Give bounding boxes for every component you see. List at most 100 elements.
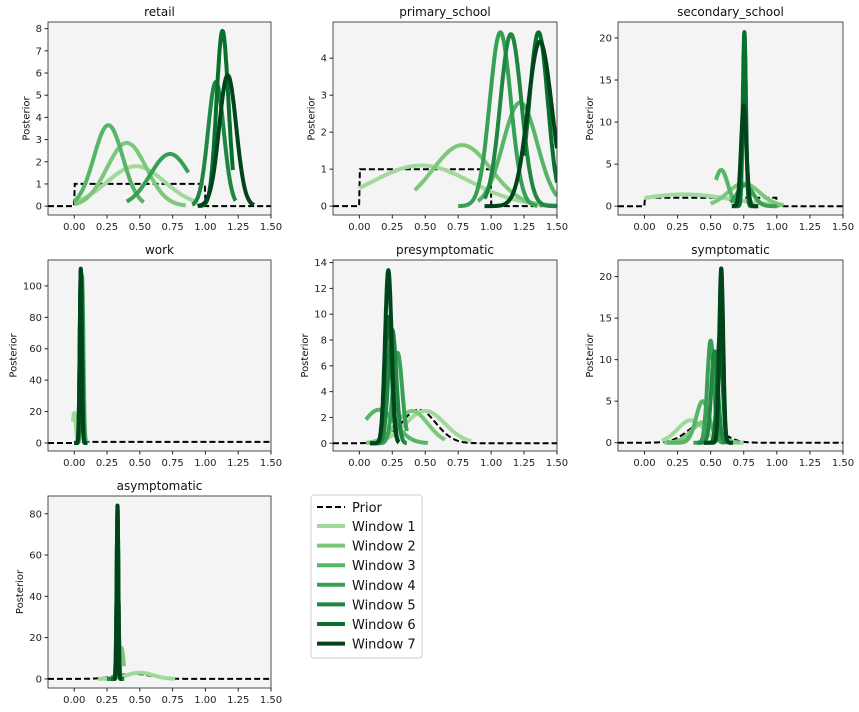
x-tick-label: 0.00 [348,458,370,469]
x-tick-label: 0.50 [129,458,151,469]
axes-frame [47,495,272,689]
y-tick-label: 7 [36,46,42,57]
y-tick-label: 80 [29,509,42,520]
x-tick-label: 0.75 [447,222,469,233]
series-window-7 [111,503,124,681]
prior-line [618,421,843,444]
y-tick-label: 5 [606,160,612,171]
y-axis-label: Posterior [585,333,596,378]
x-tick-label: 0.25 [96,695,118,706]
y-tick-label: 80 [29,313,42,324]
x-tick-label: 1.00 [194,695,216,706]
x-tick-label: 1.50 [832,458,854,469]
series-window-7 [72,266,90,445]
legend-window-label: Window 3 [352,559,416,574]
series-window-2 [72,140,187,208]
x-tick-label: 0.50 [414,458,436,469]
axes-frame [47,21,272,216]
x-tick-label: 0.25 [381,222,403,233]
subplot-retail: 0.00 0.25 0.50 0.75 1.00 1.25 1.50 0 1 2 3 4 5 6 7 8 ret… [22,5,283,233]
legend-window-label: Window 6 [352,618,416,633]
plot-area [618,22,843,215]
x-tick-label: 1.00 [766,458,788,469]
series-window-4 [456,30,539,209]
series-window-5 [695,349,729,445]
x-tick-label: 1.50 [546,458,568,469]
subplot-presymptomatic: 0.00 0.25 0.50 0.75 1.00 1.25 1.50 0 2 4 6 8 10 12 14 p… [300,243,568,469]
y-tick-label: 2 [321,413,327,424]
y-axis-label: Posterior [15,569,26,614]
subplot-asymptomatic: 0.00 0.25 0.50 0.75 1.00 1.25 1.50 0 20 40 60 80 asy… [15,479,282,706]
legend-box [310,494,423,659]
y-tick-label: 40 [29,376,42,387]
axes-frame [47,259,272,452]
legend-prior-label: Prior [352,501,383,516]
y-tick-label: 12 [314,284,327,295]
y-tick-label: 1 [321,165,327,176]
subplot-work: 0.00 0.25 0.50 0.75 1.00 1.25 1.50 0 20 40 60 80 100… [9,243,283,469]
series-window-5 [190,79,238,207]
x-tick-label: 0.75 [733,458,755,469]
plot-lines [618,266,843,445]
axes-frame [332,259,558,452]
legend-window-label: Window 7 [352,638,416,653]
x-tick-label: 0.75 [733,222,755,233]
y-tick-label: 0 [606,438,612,449]
plot-area [48,496,271,688]
subplot-title: presymptomatic [396,243,494,257]
series-window-3 [72,123,146,204]
y-tick-label: 2 [36,157,42,168]
axes-frame [617,259,844,452]
y-tick-label: 20 [29,633,42,644]
y-tick-label: 6 [321,361,327,372]
x-tick-label: 1.00 [766,222,788,233]
x-tick-label: 1.25 [513,458,535,469]
y-tick-label: 60 [29,344,42,355]
subplot-title: asymptomatic [117,479,203,493]
axes-frame [617,21,844,216]
y-tick-label: 40 [29,592,42,603]
subplot-title: primary_school [399,5,490,19]
x-tick-label: 0.00 [63,695,85,706]
y-tick-label: 100 [23,281,42,292]
plot-lines [48,266,271,445]
x-tick-label: 0.25 [381,458,403,469]
x-tick-label: 1.00 [480,222,502,233]
y-axis-label: Posterior [307,96,318,141]
y-tick-label: 0 [36,202,42,213]
y-tick-label: 4 [36,113,42,124]
y-tick-label: 8 [321,336,327,347]
x-tick-label: 1.50 [546,222,568,233]
plot-area [48,22,271,215]
x-tick-label: 1.50 [260,222,282,233]
y-tick-label: 20 [29,407,42,418]
y-tick-label: 5 [36,91,42,102]
legend: Prior Window 1 Window 2 Window 3 Window 4 Win… [310,494,423,659]
y-tick-label: 10 [314,310,327,321]
x-tick-label: 0.75 [161,222,183,233]
plot-area [333,260,557,451]
x-tick-label: 0.75 [161,695,183,706]
y-tick-label: 20 [599,33,612,44]
x-tick-label: 1.25 [227,695,249,706]
y-tick-label: 20 [599,272,612,283]
y-axis-label: Posterior [300,333,311,378]
x-tick-label: 0.00 [348,222,370,233]
plot-lines [48,28,271,209]
subplot-title: secondary_school [677,5,784,19]
x-tick-label: 0.75 [161,458,183,469]
plot-lines [48,503,271,681]
y-tick-label: 1 [36,179,42,190]
x-tick-label: 0.25 [666,458,688,469]
y-tick-label: 4 [321,54,327,65]
x-tick-label: 1.00 [194,458,216,469]
series-window-4 [125,152,191,204]
x-tick-label: 0.25 [666,222,688,233]
x-tick-label: 0.75 [447,458,469,469]
y-tick-label: 0 [321,439,327,450]
y-tick-label: 4 [321,387,327,398]
series-window-5 [482,32,557,209]
x-tick-label: 1.25 [513,222,535,233]
x-tick-label: 0.50 [129,695,151,706]
